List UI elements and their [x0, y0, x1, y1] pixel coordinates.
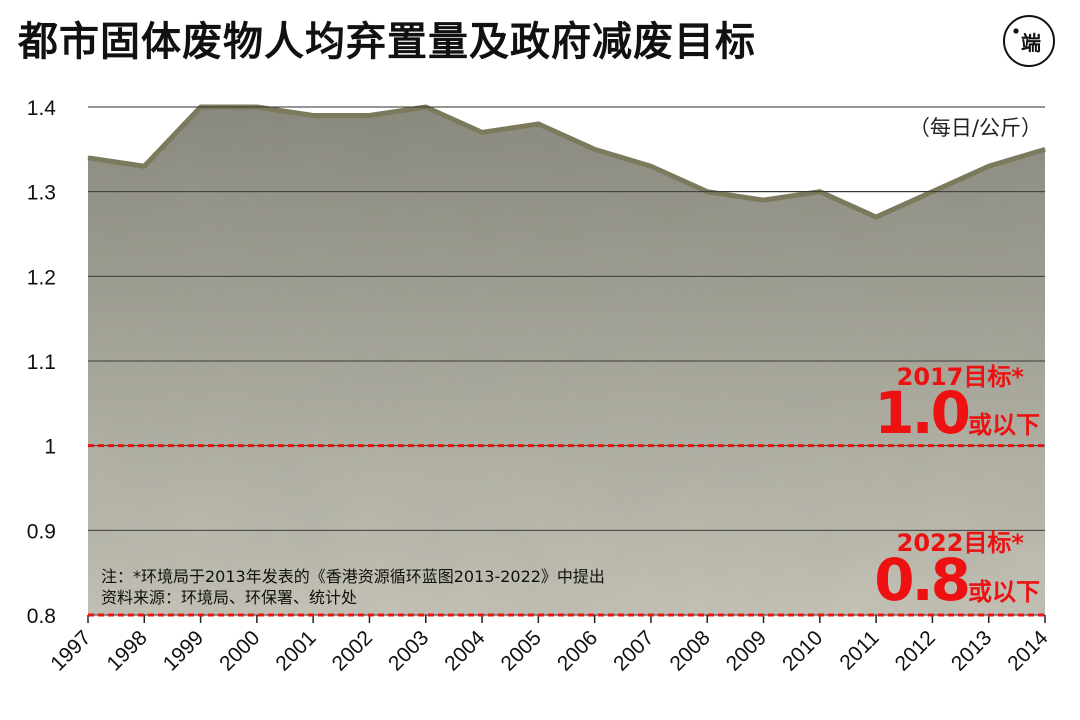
target-2022-label: 2022目标* [897, 529, 1025, 557]
data-point-2013 [988, 165, 990, 167]
y-tick-1.2: 1.2 [27, 266, 56, 289]
logo-text: 端 [1021, 31, 1041, 55]
target-2022: 2022目标* 0.8或以下 [874, 529, 1040, 614]
data-point-2014 [1044, 148, 1046, 150]
x-tick-2009: 2009 [722, 626, 771, 675]
data-point-2007 [650, 165, 652, 167]
target-2022-value-group: 0.8或以下 [874, 546, 1040, 614]
x-tick-2001: 2001 [271, 626, 320, 675]
data-point-2004 [481, 131, 483, 133]
x-tick-2004: 2004 [440, 626, 490, 676]
data-point-2005 [537, 123, 539, 125]
target-2022-value: 0.8 [874, 546, 968, 614]
area-series [87, 104, 1046, 616]
x-tick-2007: 2007 [609, 626, 658, 675]
x-tick-1998: 1998 [103, 626, 152, 675]
target-2017: 2017目标* 1.0或以下 [874, 363, 1040, 447]
data-point-1998 [143, 165, 145, 167]
x-tick-2012: 2012 [891, 626, 940, 675]
source-line: 资料来源：环境局、环保署、统计处 [101, 588, 358, 607]
x-tick-1999: 1999 [159, 626, 208, 675]
data-point-2011 [875, 216, 877, 218]
y-tick-1.4: 1.4 [27, 97, 57, 120]
x-tick-2014: 2014 [1003, 626, 1053, 676]
x-axis-ticks: 1997 1998 1999 2000 2001 2002 2003 2004 2005 2006… [46, 626, 1053, 676]
data-point-2006 [594, 148, 596, 150]
x-tick-2011: 2011 [835, 626, 883, 674]
y-tick-1: 1 [44, 436, 56, 459]
target-2017-suffix: 或以下 [968, 411, 1040, 439]
x-tick-2000: 2000 [215, 626, 264, 675]
x-tick-2006: 2006 [553, 626, 602, 675]
page-title: 都市固体废物人均弃置量及政府减废目标 [18, 19, 756, 65]
x-tick-2002: 2002 [328, 626, 377, 675]
data-point-2009 [763, 199, 765, 201]
target-2017-value: 1.0 [874, 379, 968, 447]
x-tick-1997: 1997 [46, 626, 95, 675]
target-2017-label: 2017目标* [897, 363, 1025, 391]
logo-icon: 端 [1003, 15, 1055, 67]
unit-label: （每日/公斤） [909, 116, 1042, 140]
x-tick-2010: 2010 [778, 626, 827, 675]
y-tick-0.8: 0.8 [27, 605, 56, 628]
target-2022-suffix: 或以下 [968, 578, 1040, 606]
data-point-1997 [87, 157, 89, 159]
y-tick-1.3: 1.3 [27, 182, 56, 205]
x-tick-2008: 2008 [665, 626, 714, 675]
x-tick-2005: 2005 [497, 626, 546, 675]
target-2017-value-group: 1.0或以下 [874, 379, 1040, 447]
y-axis-ticks: 0.8 0.9 1 1.1 1.2 1.3 1.4 [27, 97, 57, 628]
x-tick-2013: 2013 [947, 626, 996, 675]
data-point-2001 [312, 114, 314, 116]
data-point-2002 [368, 114, 370, 116]
note-line-1: 注：*环境局于2013年发表的《香港资源循环蓝图2013-2022》中提出 [101, 567, 605, 586]
x-tick-2003: 2003 [384, 626, 433, 675]
y-tick-1.1: 1.1 [27, 351, 56, 374]
y-tick-0.9: 0.9 [27, 520, 56, 543]
